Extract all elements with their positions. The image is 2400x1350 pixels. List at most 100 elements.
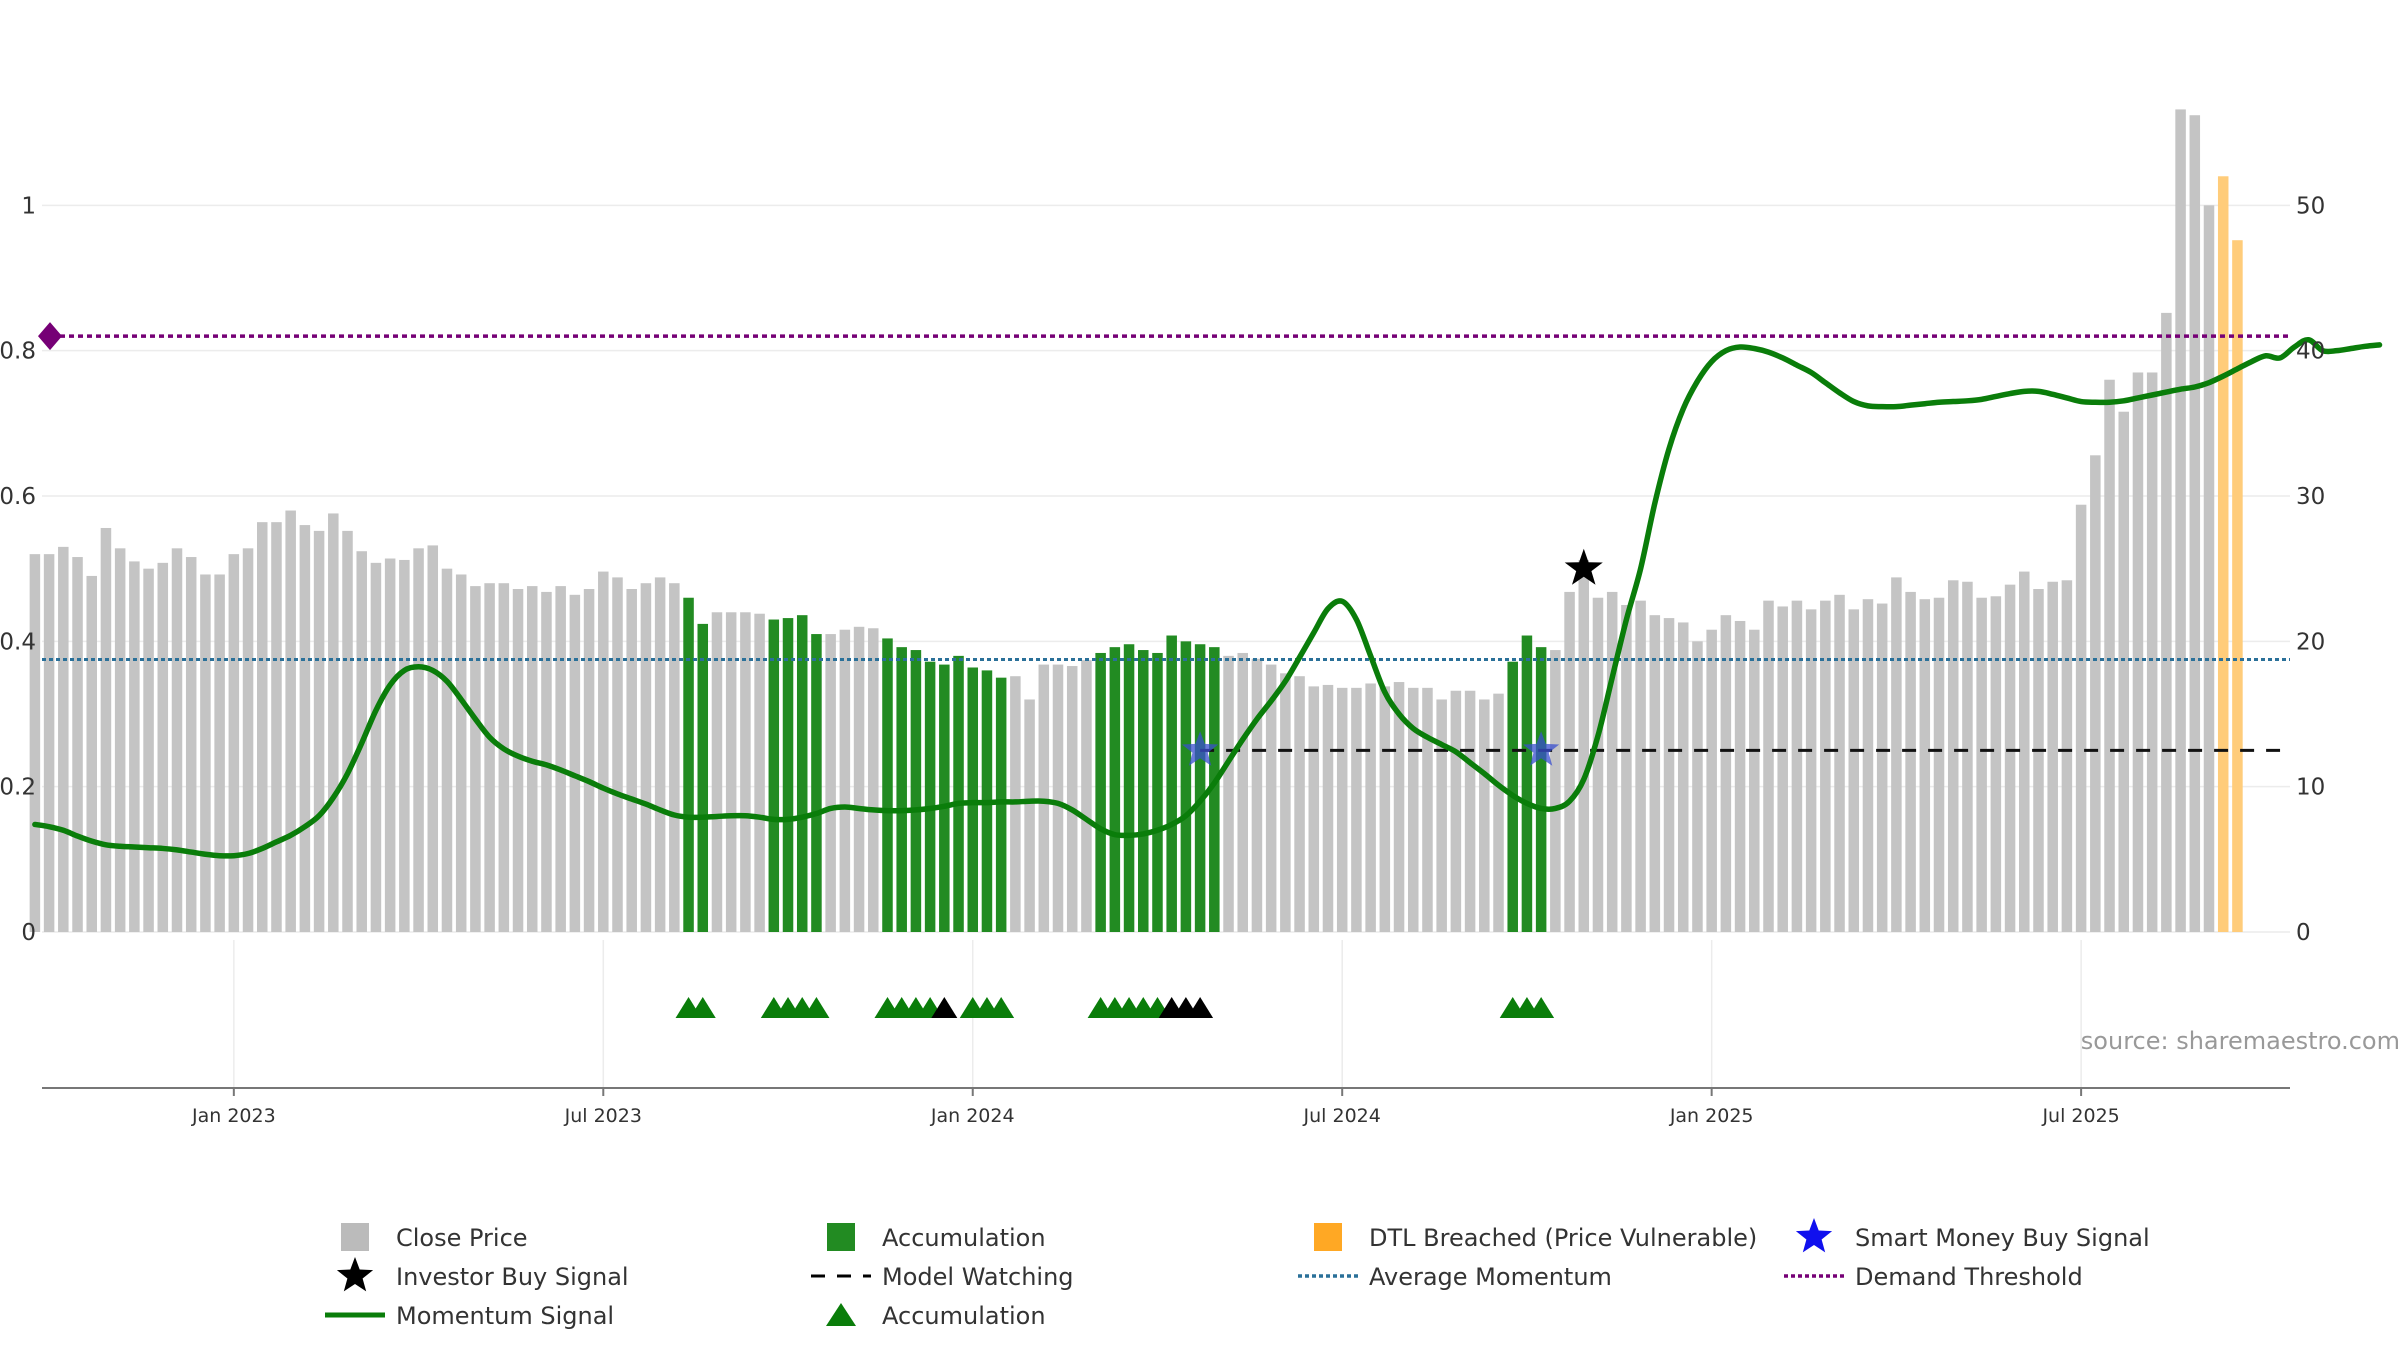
accumulation-bar <box>768 619 780 932</box>
legend-triangle-icon <box>826 1303 856 1326</box>
close-price-bar <box>58 546 69 932</box>
legend-label: Smart Money Buy Signal <box>1855 1224 2150 1252</box>
close-price-bar <box>1763 600 1774 932</box>
close-price-bar <box>1479 699 1490 932</box>
close-price-bar <box>598 571 609 932</box>
close-price-bar <box>1876 603 1888 932</box>
accumulation-bar <box>1138 650 1149 932</box>
close-price-bar <box>669 583 680 932</box>
close-price-bar <box>470 586 481 932</box>
x-tick-label: Jul 2025 <box>2041 1105 2119 1127</box>
accumulation-bar <box>1535 647 1547 932</box>
smart-money-buy-star <box>1523 731 1560 766</box>
y-right-tick-label: 0 <box>2296 920 2311 946</box>
close-price-bar <box>1038 664 1050 932</box>
close-price-bar <box>498 583 510 932</box>
legend-label: Accumulation <box>882 1302 1046 1330</box>
close-price-bar <box>2075 504 2087 932</box>
legend-swatch <box>1314 1223 1342 1251</box>
accumulation-triangle-black <box>1187 997 1214 1018</box>
close-price-bar <box>555 586 566 932</box>
close-price-bar <box>256 522 268 932</box>
close-price-bar <box>1237 652 1248 932</box>
close-price-bar <box>1265 664 1277 932</box>
close-price-bar <box>427 545 439 932</box>
close-price-bar <box>72 557 83 932</box>
legend-swatch <box>827 1223 855 1251</box>
close-price-bar <box>2175 109 2186 932</box>
investor-buy-star <box>1564 548 1603 585</box>
close-price-bar <box>1436 699 1447 932</box>
legend-item: Accumulation <box>827 1223 1046 1252</box>
accumulation-bar <box>1109 647 1121 932</box>
accumulation-bar <box>1166 635 1177 932</box>
close-price-bar <box>43 554 55 932</box>
close-price-bar <box>441 568 453 932</box>
close-price-bar <box>2019 571 2030 932</box>
accumulation-bar <box>896 647 907 932</box>
close-price-bar <box>157 562 169 932</box>
close-price-bar <box>868 628 879 932</box>
y-right-tick-label: 50 <box>2296 193 2325 219</box>
accumulation-triangle <box>689 997 716 1018</box>
accumulation-bar <box>782 618 794 932</box>
close-price-bar <box>228 554 240 932</box>
close-price-bar <box>612 577 623 932</box>
close-price-bar <box>1336 687 1348 932</box>
accumulation-bar <box>1180 641 1192 932</box>
close-price-bar <box>1621 605 1632 932</box>
close-price-bar <box>1493 693 1504 932</box>
close-price-bar <box>1052 664 1064 932</box>
close-price-bar <box>1663 618 1675 932</box>
close-price-bar <box>2004 584 2016 932</box>
reference-lines <box>38 322 2290 752</box>
smart-money-buy-star <box>1182 731 1219 766</box>
close-price-bar <box>725 612 737 932</box>
close-price-bar <box>1251 658 1263 932</box>
close-price-bar <box>2061 580 2073 932</box>
legend-label: Momentum Signal <box>396 1302 614 1330</box>
close-price-bar <box>640 583 652 932</box>
close-price-bar <box>1606 591 1618 932</box>
close-price-bar <box>1848 609 1860 932</box>
close-price-bar <box>541 591 552 932</box>
close-price-bar <box>1365 683 1376 932</box>
close-price-bar <box>754 613 765 932</box>
accumulation-triangle <box>988 997 1015 1018</box>
close-price-bar <box>1280 673 1291 932</box>
close-price-bar <box>1422 687 1433 932</box>
close-price-bar <box>100 527 112 932</box>
y-left-tick-label: 0.2 <box>0 775 36 801</box>
close-price-bar <box>1066 666 1078 932</box>
close-price-bar <box>1777 606 1788 932</box>
close-price-bar <box>1990 596 2002 932</box>
close-price-bar <box>1919 599 1931 932</box>
legend-star-icon <box>336 1257 374 1292</box>
legend-label: Investor Buy Signal <box>396 1263 629 1291</box>
x-tick-label: Jan 2024 <box>930 1105 1015 1127</box>
close-price-bar <box>285 510 296 932</box>
close-price-bar <box>1407 687 1419 932</box>
x-tick-label: Jul 2023 <box>564 1105 642 1127</box>
close-price-bar <box>114 548 126 932</box>
legend-swatch <box>341 1223 369 1251</box>
x-tick-label: Jan 2025 <box>1669 1105 1754 1127</box>
close-price-bar <box>569 594 581 932</box>
close-price-bar <box>143 568 154 932</box>
close-price-bar <box>2203 205 2215 933</box>
close-price-bars <box>29 109 2243 933</box>
close-price-bar <box>86 575 97 932</box>
legend-label: Accumulation <box>882 1224 1046 1252</box>
close-price-bar <box>313 530 325 932</box>
close-price-bar <box>271 522 282 932</box>
legend: Close Price Accumulation DTL Breached (Pri… <box>325 1218 2150 1330</box>
close-price-bar <box>1464 690 1476 932</box>
legend-label: Close Price <box>396 1224 528 1252</box>
accumulation-bar <box>1123 644 1135 932</box>
accumulation-bar <box>967 667 979 932</box>
close-price-bar <box>740 612 751 932</box>
close-price-bar <box>328 513 339 932</box>
close-price-bar <box>1734 620 1746 932</box>
